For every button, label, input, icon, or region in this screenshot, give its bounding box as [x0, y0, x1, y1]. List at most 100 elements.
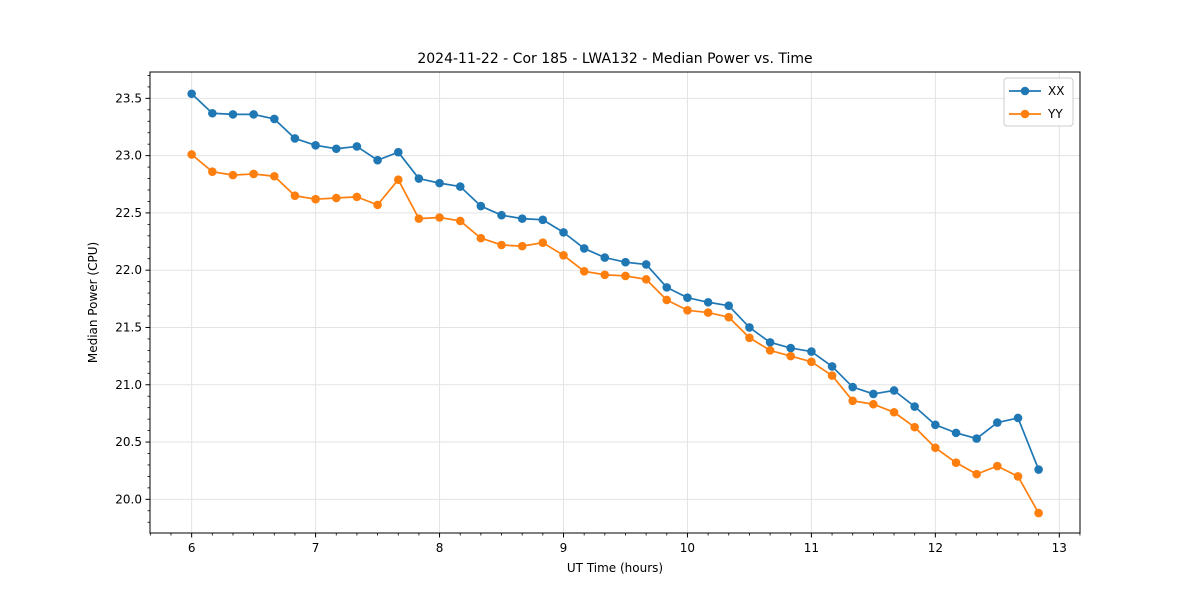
data-point	[745, 323, 754, 332]
x-tick-label: 10	[680, 541, 695, 555]
legend-sample-marker	[1020, 86, 1030, 96]
data-point	[765, 338, 775, 347]
data-point	[848, 396, 857, 406]
data-point	[331, 144, 341, 154]
data-point	[476, 233, 486, 243]
plot-frame	[149, 71, 1081, 534]
data-point	[352, 142, 362, 151]
y-tick-label: 20.0	[115, 492, 142, 506]
data-point	[373, 200, 382, 210]
data-point	[270, 114, 279, 124]
data-point	[662, 295, 672, 305]
data-point	[869, 399, 878, 409]
y-tick-label: 22.0	[115, 263, 142, 277]
data-point	[270, 171, 279, 181]
legend: XX YY	[1003, 77, 1074, 127]
data-point	[972, 469, 981, 479]
data-point	[497, 210, 506, 220]
data-point	[683, 305, 692, 315]
data-point	[579, 267, 589, 276]
legend-sample-marker	[1020, 109, 1030, 119]
data-point	[951, 428, 961, 438]
data-point	[538, 238, 548, 247]
x-tick-label: 13	[1052, 541, 1067, 555]
data-point	[311, 141, 320, 150]
data-point	[600, 253, 610, 262]
data-point	[1034, 508, 1043, 518]
series-line	[191, 153, 1040, 514]
x-tick-label: 6	[188, 541, 196, 555]
data-point	[703, 308, 713, 317]
series-XX	[187, 89, 1043, 474]
data-point	[910, 402, 919, 411]
data-point	[703, 297, 713, 307]
x-tick-label: 8	[436, 541, 444, 555]
data-point	[249, 110, 258, 119]
data-point	[455, 216, 465, 226]
data-point	[889, 407, 899, 417]
y-axis-label: Median Power (CPU)	[86, 242, 100, 363]
data-point	[393, 147, 403, 157]
y-tick-label: 23.0	[115, 149, 142, 163]
data-point	[910, 422, 919, 432]
data-point	[641, 275, 651, 284]
data-point	[683, 293, 692, 302]
y-tick-label: 20.5	[115, 435, 142, 449]
data-point	[538, 215, 548, 225]
data-point	[724, 312, 734, 322]
y-tick-label: 21.5	[115, 320, 142, 334]
data-point	[435, 178, 444, 188]
data-point	[187, 89, 196, 99]
x-tick-label: 7	[312, 541, 320, 555]
data-point	[724, 301, 734, 311]
data-point	[765, 346, 775, 355]
data-point	[1034, 465, 1043, 474]
data-point	[931, 443, 940, 453]
data-point	[889, 386, 899, 395]
data-point	[331, 193, 341, 203]
data-point	[827, 371, 837, 380]
data-point	[187, 150, 196, 159]
data-point	[641, 260, 651, 269]
data-point	[1013, 413, 1023, 423]
data-point	[290, 134, 300, 143]
data-point	[208, 108, 217, 118]
data-point	[228, 110, 238, 119]
data-point	[517, 241, 527, 251]
x-tick-label: 9	[560, 541, 568, 555]
data-point	[497, 240, 506, 250]
data-point	[869, 389, 878, 399]
data-point	[228, 170, 238, 180]
data-point	[600, 270, 610, 280]
data-point	[621, 257, 630, 267]
data-point	[621, 271, 630, 281]
data-point	[807, 347, 816, 356]
data-point	[931, 420, 940, 430]
data-point	[352, 192, 362, 202]
plot-layers: 6 7 8 9 10 11 12 13 20.0 20.5 21.0 21.5 22.0 22.5 23.0…	[115, 71, 1081, 555]
data-point	[579, 244, 589, 253]
data-point	[559, 228, 568, 237]
data-point	[827, 362, 837, 371]
data-point	[414, 214, 424, 223]
y-tick-label: 22.5	[115, 206, 142, 220]
data-point	[476, 201, 486, 211]
legend-label-XX: XX	[1048, 84, 1064, 98]
data-point	[517, 214, 527, 223]
chart-title: 2024-11-22 - Cor 185 - LWA132 - Median P…	[417, 51, 812, 67]
data-point	[393, 175, 403, 184]
data-point	[208, 167, 217, 176]
data-point	[786, 343, 795, 353]
data-point	[993, 461, 1002, 471]
data-point	[972, 434, 981, 443]
data-point	[951, 458, 961, 467]
data-point	[414, 174, 424, 183]
data-point	[311, 194, 320, 204]
data-point	[662, 283, 672, 292]
data-point	[786, 351, 795, 361]
series-YY	[187, 150, 1043, 518]
data-point	[745, 333, 754, 343]
data-point	[1013, 472, 1023, 481]
series-line	[191, 93, 1040, 470]
